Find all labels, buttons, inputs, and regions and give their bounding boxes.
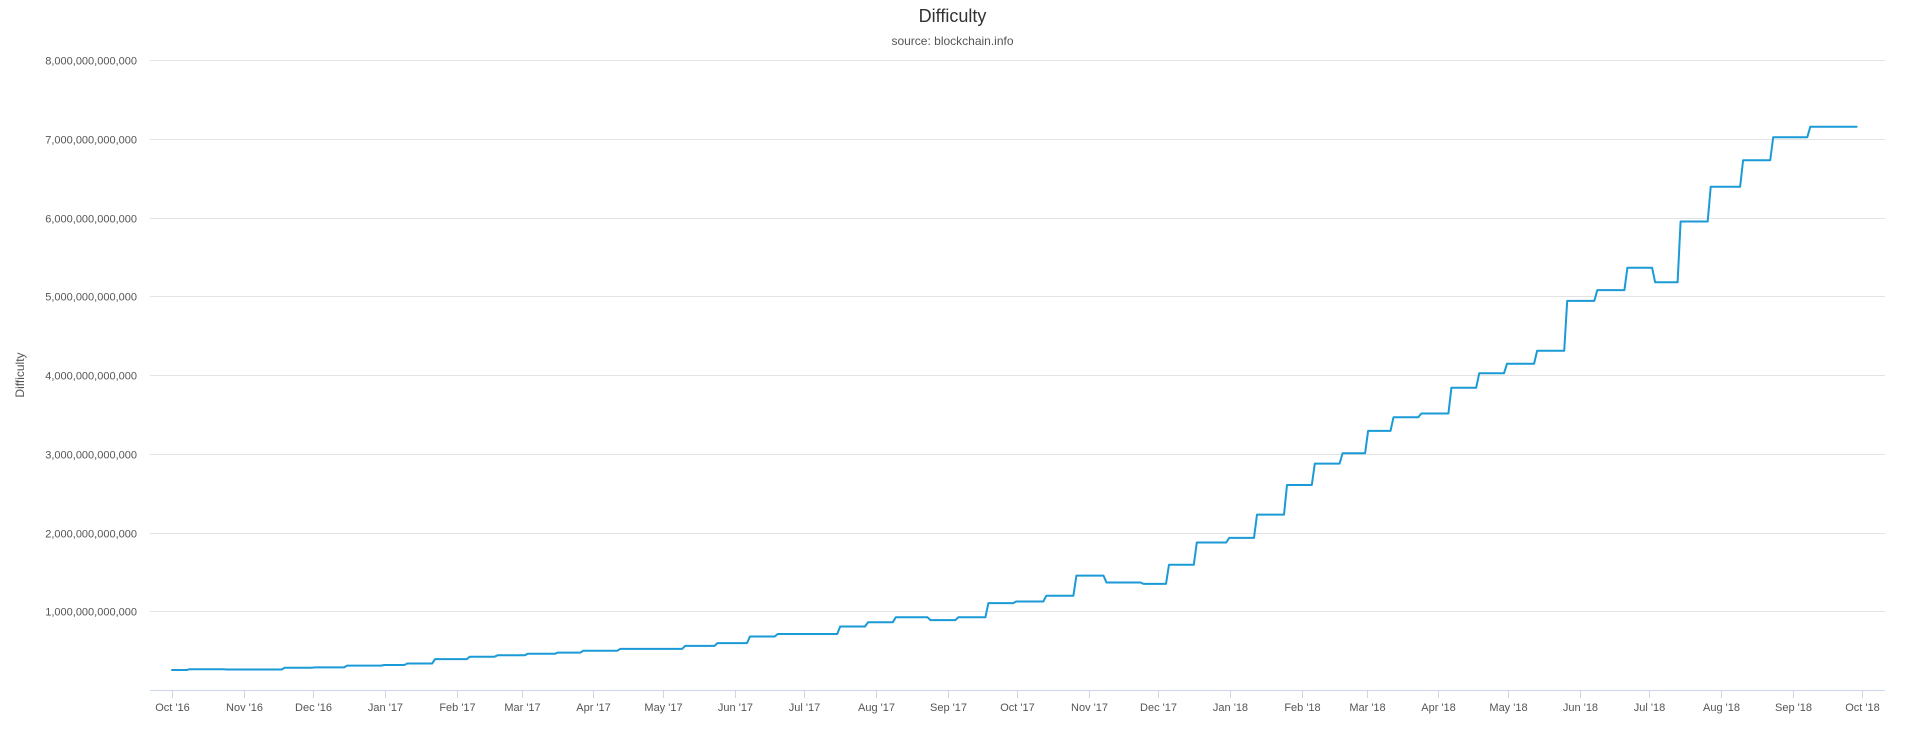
x-tick-label: Oct '16 — [155, 702, 190, 714]
y-tick-label: 2,000,000,000,000 — [45, 529, 137, 541]
x-tick-label: Jun '17 — [718, 702, 753, 714]
x-tick-label: Mar '18 — [1349, 702, 1385, 714]
chart-subtitle: source: blockchain.info — [891, 34, 1014, 48]
y-tick-label: 7,000,000,000,000 — [45, 135, 137, 147]
x-tick-label: Feb '18 — [1284, 702, 1320, 714]
x-tick-label: Sep '18 — [1775, 702, 1812, 714]
x-tick-label: Oct '18 — [1845, 702, 1880, 714]
x-tick-label: Jan '17 — [368, 702, 403, 714]
x-tick-label: Aug '17 — [858, 702, 895, 714]
x-tick-label: Dec '16 — [295, 702, 332, 714]
x-tick-label: Mar '17 — [504, 702, 540, 714]
x-tick-label: Jan '18 — [1213, 702, 1248, 714]
x-tick-label: Jul '18 — [1634, 702, 1665, 714]
x-tick-label: Oct '17 — [1000, 702, 1035, 714]
y-tick-label: 4,000,000,000,000 — [45, 371, 137, 383]
chart-title: Difficulty — [918, 6, 987, 26]
y-tick-label: 6,000,000,000,000 — [45, 214, 137, 226]
x-tick-label: May '18 — [1489, 702, 1527, 714]
x-tick-label: Jul '17 — [789, 702, 820, 714]
x-tick-label: Sep '17 — [930, 702, 967, 714]
y-tick-label: 3,000,000,000,000 — [45, 450, 137, 462]
y-axis-title: Difficulty — [13, 352, 27, 397]
x-tick-label: Jun '18 — [1563, 702, 1598, 714]
x-tick-label: Dec '17 — [1140, 702, 1177, 714]
x-axis: Oct '16 Nov '16 Dec '16 Jan '17 Feb '17 Mar '… — [150, 690, 1885, 714]
x-tick-label: Feb '17 — [439, 702, 475, 714]
x-tick-label: May '17 — [644, 702, 682, 714]
x-tick-label: Aug '18 — [1703, 702, 1740, 714]
y-tick-label: 8,000,000,000,000 — [45, 56, 137, 68]
y-tick-label: 1,000,000,000,000 — [45, 607, 137, 619]
y-axis-tick-labels: 1,000,000,000,000 2,000,000,000,000 3,000,… — [45, 56, 137, 619]
y-tick-label: 5,000,000,000,000 — [45, 292, 137, 304]
series-layer — [171, 125, 1858, 671]
x-tick-label: Apr '18 — [1421, 702, 1456, 714]
difficulty-series-line — [171, 125, 1858, 671]
x-tick-label: Nov '16 — [226, 702, 263, 714]
x-tick-label: Nov '17 — [1071, 702, 1108, 714]
x-tick-label: Apr '17 — [576, 702, 611, 714]
gridlines — [150, 60, 1885, 612]
